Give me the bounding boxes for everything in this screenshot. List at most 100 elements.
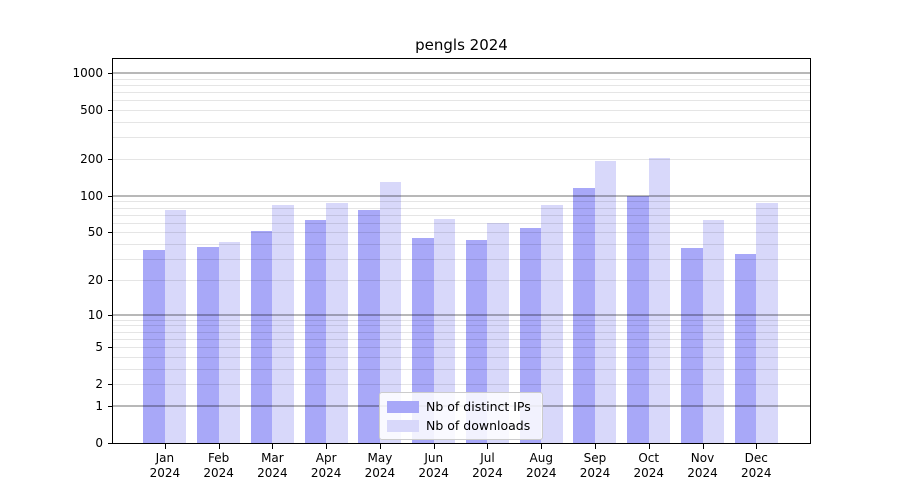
chart-title: pengls 2024 — [415, 36, 508, 54]
x-tick-month: May — [367, 451, 393, 465]
y-tick-label-100: 100 — [80, 188, 103, 203]
right-spine — [810, 58, 811, 444]
bar-distinct-ips-oct — [627, 195, 649, 443]
y-tick-label-1: 1 — [95, 398, 103, 413]
x-tick-month: Jun — [424, 451, 444, 465]
plot-area — [113, 58, 810, 443]
y-tick-mark-2 — [108, 384, 113, 386]
x-tick-year: 2024 — [310, 466, 342, 480]
bar-downloads-apr — [326, 202, 348, 443]
x-tick-year: 2024 — [579, 466, 611, 480]
bar-downloads-mar — [272, 205, 294, 443]
x-tick-mark-may — [379, 444, 381, 449]
minor-gridline-80 — [113, 207, 810, 209]
x-tick-mark-jul — [487, 444, 489, 449]
minor-gridline-400 — [113, 122, 810, 124]
bottom-spine — [112, 443, 811, 444]
minor-gridline-9 — [113, 319, 810, 321]
minor-gridline-2 — [113, 384, 810, 386]
minor-gridline-20 — [113, 279, 810, 281]
y-tick-label-1000: 1000 — [72, 66, 103, 81]
minor-gridline-6 — [113, 338, 810, 340]
x-tick-year: 2024 — [364, 466, 396, 480]
x-tick-year: 2024 — [203, 466, 234, 480]
x-tick-year: 2024 — [149, 466, 181, 480]
x-tick-year: 2024 — [633, 466, 664, 480]
x-tick-month: Oct — [638, 451, 660, 465]
bar-downloads-sep — [594, 160, 617, 443]
bar-downloads-jun — [433, 218, 456, 443]
y-tick-label-2: 2 — [95, 377, 103, 392]
x-tick-month: Apr — [315, 451, 337, 465]
minor-gridline-8 — [113, 325, 810, 327]
x-tick-label-feb: Feb 2024 — [187, 451, 251, 481]
x-tick-year: 2024 — [740, 466, 772, 480]
legend: Nb of distinct IPs Nb of downloads — [379, 392, 543, 440]
x-tick-mark-aug — [541, 444, 543, 449]
x-tick-year: 2024 — [418, 466, 449, 480]
bar-downloads-jul — [487, 222, 509, 443]
x-tick-label-apr: Apr 2024 — [294, 451, 358, 481]
legend-swatch-distinct-ips — [387, 400, 419, 413]
minor-gridline-600 — [113, 100, 810, 102]
bar-distinct-ips-apr — [304, 220, 327, 443]
x-tick-mark-oct — [648, 444, 650, 449]
x-tick-month: Aug — [529, 451, 553, 465]
x-tick-label-sep: Sep 2024 — [563, 451, 627, 481]
legend-row-downloads: Nb of downloads — [387, 416, 535, 435]
x-tick-mark-nov — [702, 444, 704, 449]
x-tick-label-jul: Jul 2024 — [455, 451, 519, 481]
legend-swatch-downloads — [387, 419, 419, 432]
x-tick-label-dec: Dec 2024 — [724, 451, 788, 481]
bar-downloads-may — [379, 181, 402, 443]
minor-gridline-50 — [113, 232, 810, 234]
x-tick-year: 2024 — [257, 466, 288, 480]
bar-downloads-nov — [702, 220, 724, 443]
y-tick-mark-1 — [108, 405, 113, 407]
minor-gridline-4 — [113, 356, 810, 358]
x-tick-month: Jul — [480, 451, 495, 465]
minor-gridline-5 — [113, 347, 810, 349]
top-spine — [112, 58, 811, 59]
x-tick-mark-apr — [326, 444, 328, 449]
bar-distinct-ips-jan — [143, 249, 165, 443]
legend-row-distinct-ips: Nb of distinct IPs — [387, 397, 535, 416]
x-tick-month: Mar — [261, 451, 284, 465]
minor-gridline-900 — [113, 78, 810, 80]
y-tick-mark-100 — [108, 195, 113, 197]
x-tick-mark-jan — [164, 444, 166, 449]
bar-distinct-ips-feb — [197, 246, 219, 443]
y-tick-mark-50 — [108, 232, 113, 234]
x-tick-label-jun: Jun 2024 — [402, 451, 466, 481]
bar-distinct-ips-may — [358, 209, 380, 443]
major-gridline-1000 — [113, 72, 810, 75]
x-tick-mark-sep — [594, 444, 596, 449]
bar-distinct-ips-dec — [734, 254, 757, 443]
x-tick-year: 2024 — [472, 466, 503, 480]
x-tick-month: Nov — [690, 451, 715, 465]
x-tick-year: 2024 — [525, 466, 557, 480]
bar-distinct-ips-mar — [250, 231, 273, 443]
left-spine — [112, 58, 113, 444]
y-tick-mark-20 — [108, 279, 113, 281]
minor-gridline-200 — [113, 159, 810, 161]
x-tick-month: Dec — [744, 451, 768, 465]
y-tick-label-20: 20 — [87, 272, 103, 287]
x-tick-year: 2024 — [687, 466, 718, 480]
y-tick-label-200: 200 — [80, 152, 103, 167]
x-tick-month: Sep — [583, 451, 607, 465]
y-tick-label-500: 500 — [80, 103, 103, 118]
major-gridline-10 — [113, 313, 810, 316]
minor-gridline-40 — [113, 244, 810, 246]
bar-distinct-ips-sep — [573, 188, 595, 443]
x-tick-month: Jan — [155, 451, 175, 465]
legend-label-downloads: Nb of downloads — [426, 418, 531, 433]
major-gridline-100 — [113, 194, 810, 197]
minor-gridline-90 — [113, 201, 810, 203]
bar-downloads-aug — [541, 205, 563, 443]
y-tick-label-0: 0 — [95, 436, 103, 450]
x-tick-mark-jun — [433, 444, 435, 449]
x-tick-mark-dec — [756, 444, 758, 449]
minor-gridline-7 — [113, 331, 810, 333]
